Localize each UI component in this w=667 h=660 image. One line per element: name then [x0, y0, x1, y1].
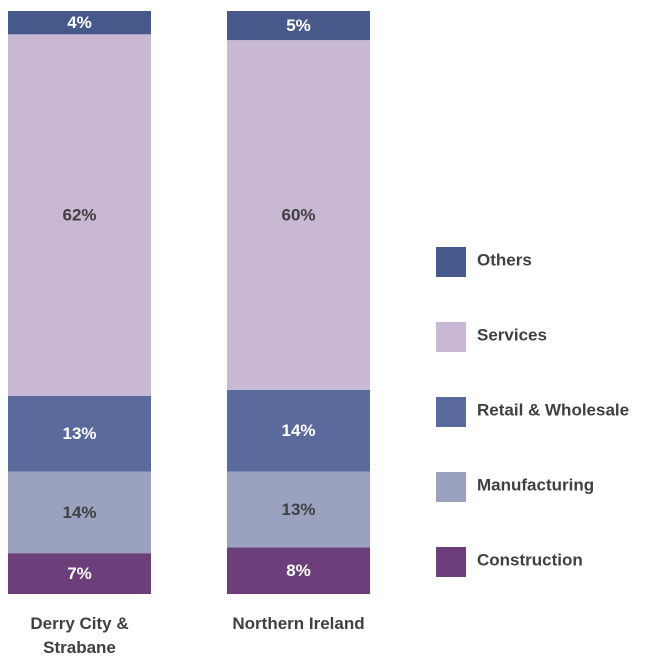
bar-segment — [227, 11, 370, 41]
bar-segment — [8, 471, 151, 554]
legend-label: Manufacturing — [477, 475, 594, 494]
category-label: Northern Ireland — [232, 614, 365, 633]
legend-label: Construction — [477, 550, 583, 569]
value-label: 14% — [62, 503, 96, 522]
bar-segment — [8, 553, 151, 594]
value-label: 7% — [67, 564, 92, 583]
legend-label: Others — [477, 250, 532, 269]
value-label: 4% — [67, 13, 92, 32]
value-label: 62% — [62, 206, 96, 225]
bar-segment — [227, 40, 370, 390]
value-label: 13% — [281, 500, 315, 519]
legend-swatch — [436, 547, 466, 577]
legend-swatch — [436, 322, 466, 352]
legend-label: Services — [477, 325, 547, 344]
value-label: 60% — [281, 206, 315, 225]
value-label: 5% — [286, 16, 311, 35]
bar-segment — [227, 547, 370, 594]
bar-segment — [227, 471, 370, 548]
bar-segment — [227, 389, 370, 472]
legend-swatch — [436, 247, 466, 277]
legend-swatch — [436, 472, 466, 502]
value-label: 14% — [281, 421, 315, 440]
value-label: 8% — [286, 561, 311, 580]
value-label: 13% — [62, 424, 96, 443]
legend-swatch — [436, 397, 466, 427]
bar-segment — [8, 395, 151, 472]
category-label: Derry City & Strabane — [30, 614, 129, 657]
legend-label: Retail & Wholesale — [477, 400, 629, 419]
bar-segment — [8, 34, 151, 396]
bar-segment — [8, 11, 151, 35]
